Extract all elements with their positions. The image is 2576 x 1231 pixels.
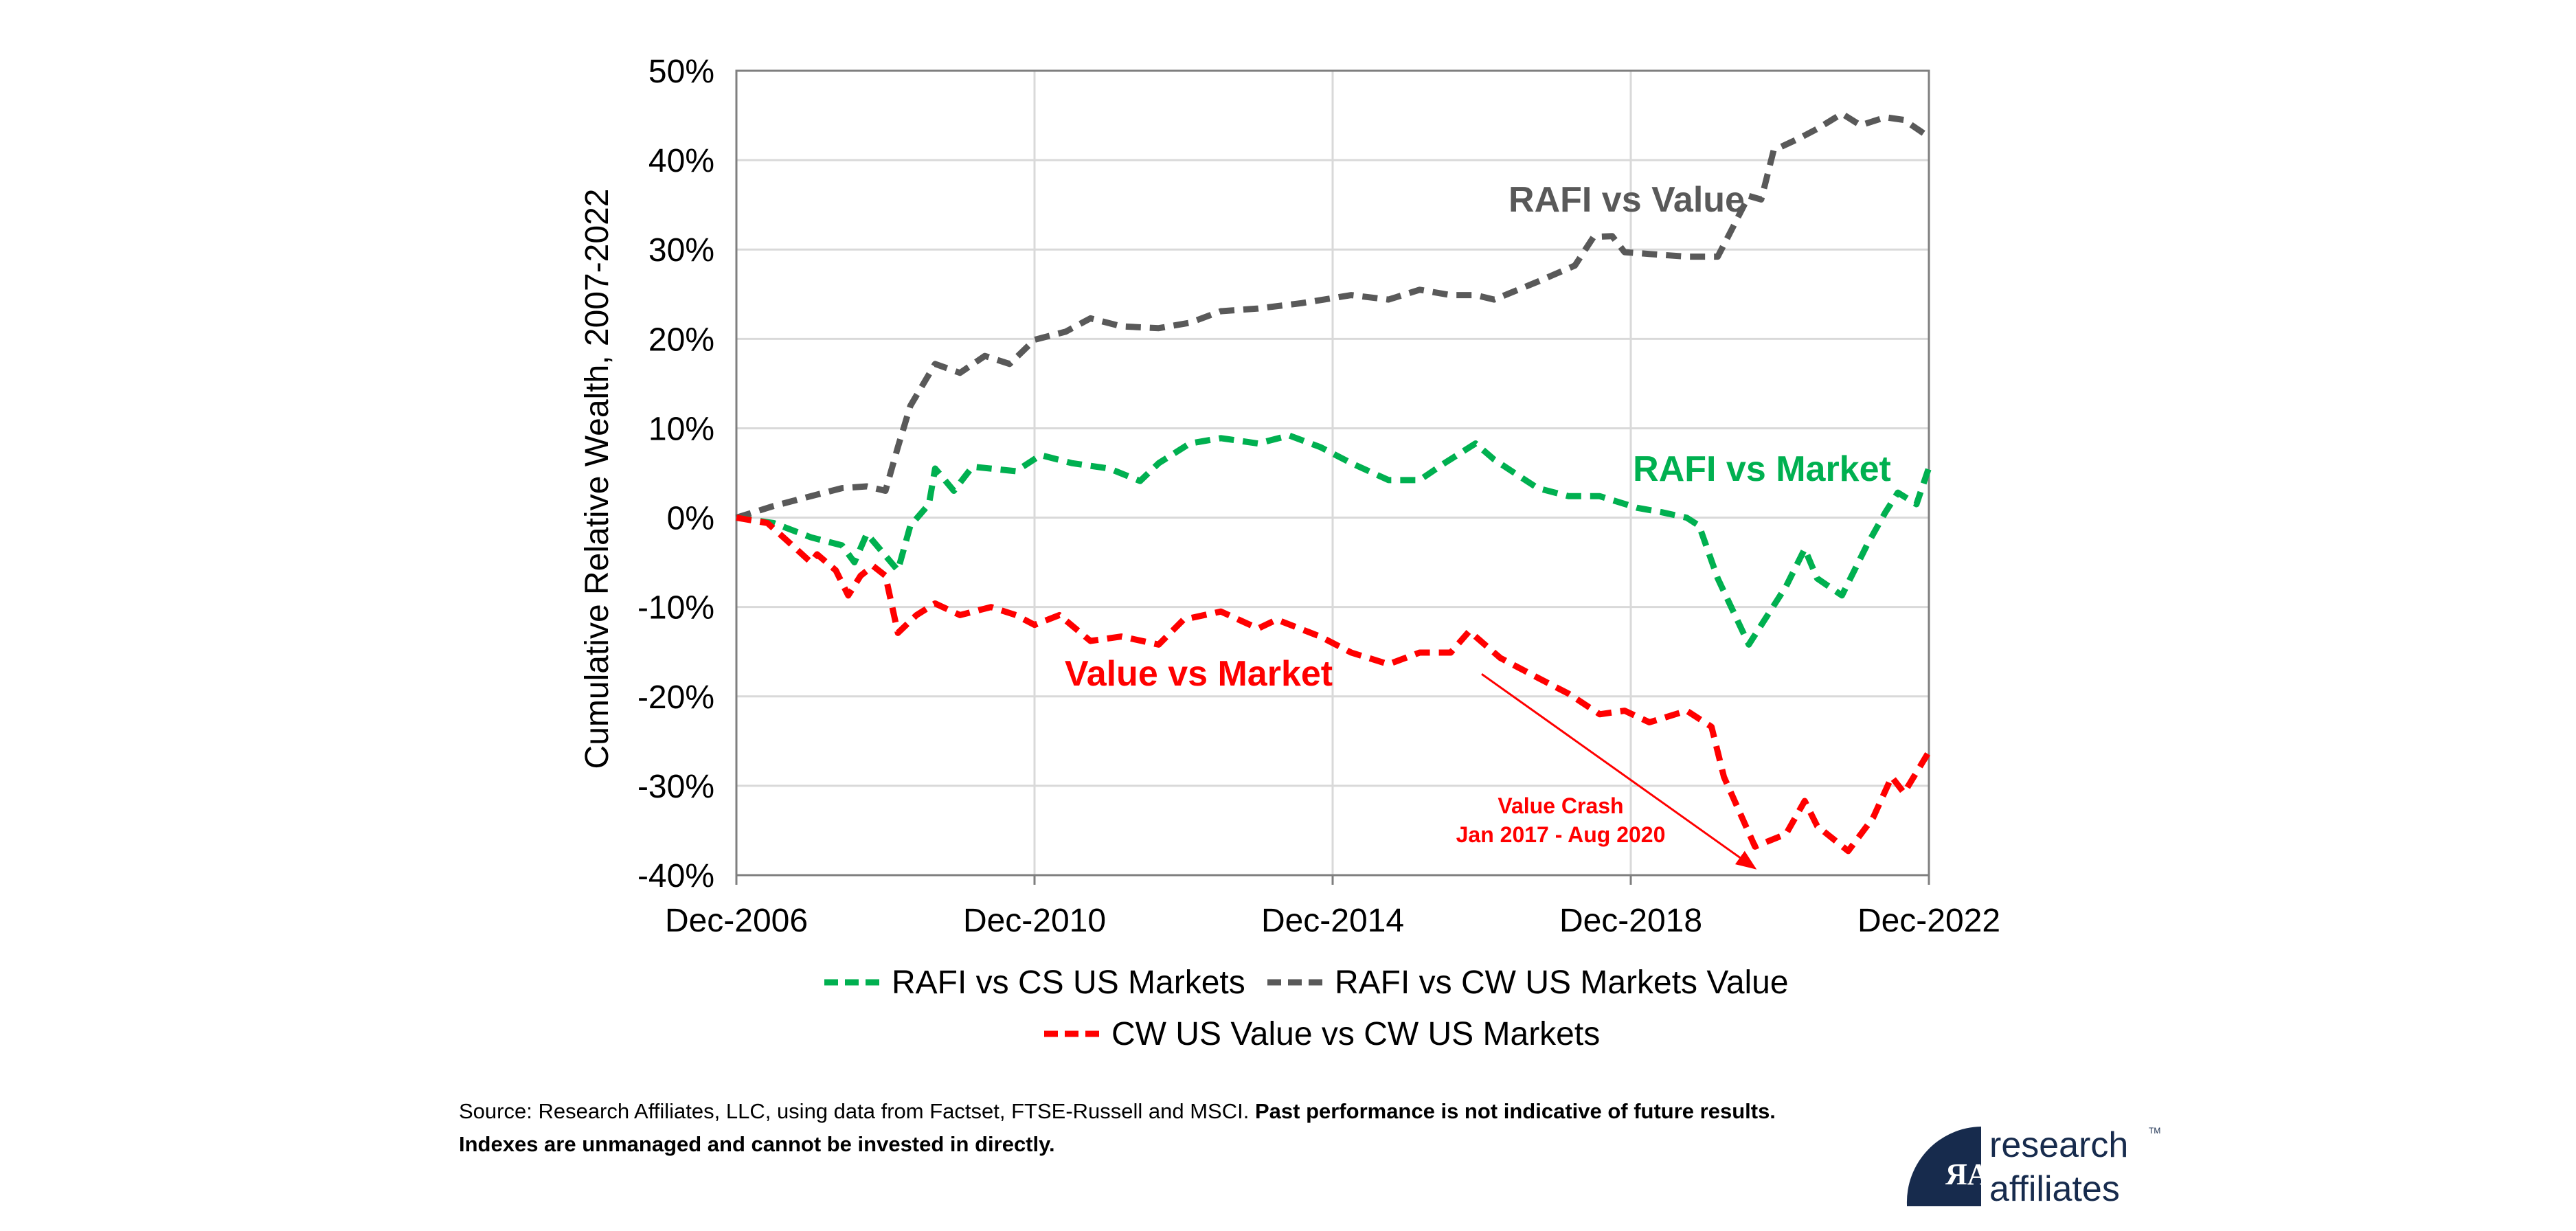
y-tick-label: -40% xyxy=(637,858,714,894)
annotation-rafi-vs-value: RAFI vs Value xyxy=(1509,180,1745,220)
logo-line1: research xyxy=(1989,1125,2128,1165)
series-line-2 xyxy=(736,515,1932,855)
legend-label: RAFI vs CS US Markets xyxy=(892,964,1245,1001)
series-line-0 xyxy=(736,432,1932,648)
logo-mark: ЯA xyxy=(1945,1157,1989,1191)
logo-line2: affiliates xyxy=(1989,1169,2120,1209)
source-bold: Past performance is not indicative of fu… xyxy=(1255,1099,1776,1123)
annotation-crash-period: Jan 2017 - Aug 2020 xyxy=(1456,822,1666,847)
y-axis-title: Cumulative Relative Wealth, 2007-2022 xyxy=(579,189,615,769)
series-line-1 xyxy=(735,111,1931,521)
x-axis-ticks: Dec-2006 Dec-2010 Dec-2014 Dec-2018 Dec-2022 xyxy=(665,903,2000,939)
gridlines xyxy=(735,71,1930,885)
y-tick-label: 0% xyxy=(667,501,714,537)
source-regular: Source: Research Affiliates, LLC, using … xyxy=(459,1099,1255,1123)
legend-item: CW US Value vs CW US Markets xyxy=(1044,1016,1600,1052)
annotation-value-crash: Value Crash xyxy=(1498,793,1623,818)
y-axis-ticks: 50% 40% 30% 20% 10% 0% -10% -20% -30% -40% xyxy=(637,54,714,894)
logo-tm: TM xyxy=(2149,1126,2160,1136)
crash-arrow xyxy=(1481,673,1757,870)
y-tick-label: 20% xyxy=(648,321,714,358)
y-tick-label: 10% xyxy=(648,411,714,447)
legend-item: RAFI vs CS US Markets xyxy=(824,964,1245,1001)
legend-label: CW US Value vs CW US Markets xyxy=(1111,1016,1600,1052)
x-tick-label: Dec-2018 xyxy=(1559,903,1702,939)
x-tick-label: Dec-2022 xyxy=(1857,903,2000,939)
x-tick-label: Dec-2014 xyxy=(1261,903,1404,939)
disclaimer: Indexes are unmanaged and cannot be inve… xyxy=(459,1132,1055,1156)
y-tick-label: 30% xyxy=(648,232,714,269)
y-tick-label: -20% xyxy=(637,679,714,716)
research-affiliates-logo: ЯA research affiliates TM xyxy=(1906,1125,2160,1209)
annotation-rafi-vs-market: RAFI vs Market xyxy=(1633,449,1891,489)
x-tick-label: Dec-2006 xyxy=(665,903,808,939)
legend-label: RAFI vs CW US Markets Value xyxy=(1335,964,1789,1001)
y-tick-label: 50% xyxy=(648,54,714,90)
y-tick-label: 40% xyxy=(648,143,714,179)
x-tick-label: Dec-2010 xyxy=(963,903,1106,939)
source-note: Source: Research Affiliates, LLC, using … xyxy=(459,1099,1776,1123)
series-lines xyxy=(735,111,1932,855)
logo-quarter-circle-icon xyxy=(1906,1127,1981,1206)
y-tick-label: -30% xyxy=(637,769,714,805)
annotation-value-vs-market: Value vs Market xyxy=(1065,654,1333,694)
y-tick-label: -10% xyxy=(637,590,714,626)
legend-item: RAFI vs CW US Markets Value xyxy=(1267,964,1789,1001)
legend: RAFI vs CS US Markets RAFI vs CW US Marke… xyxy=(824,964,1789,1052)
